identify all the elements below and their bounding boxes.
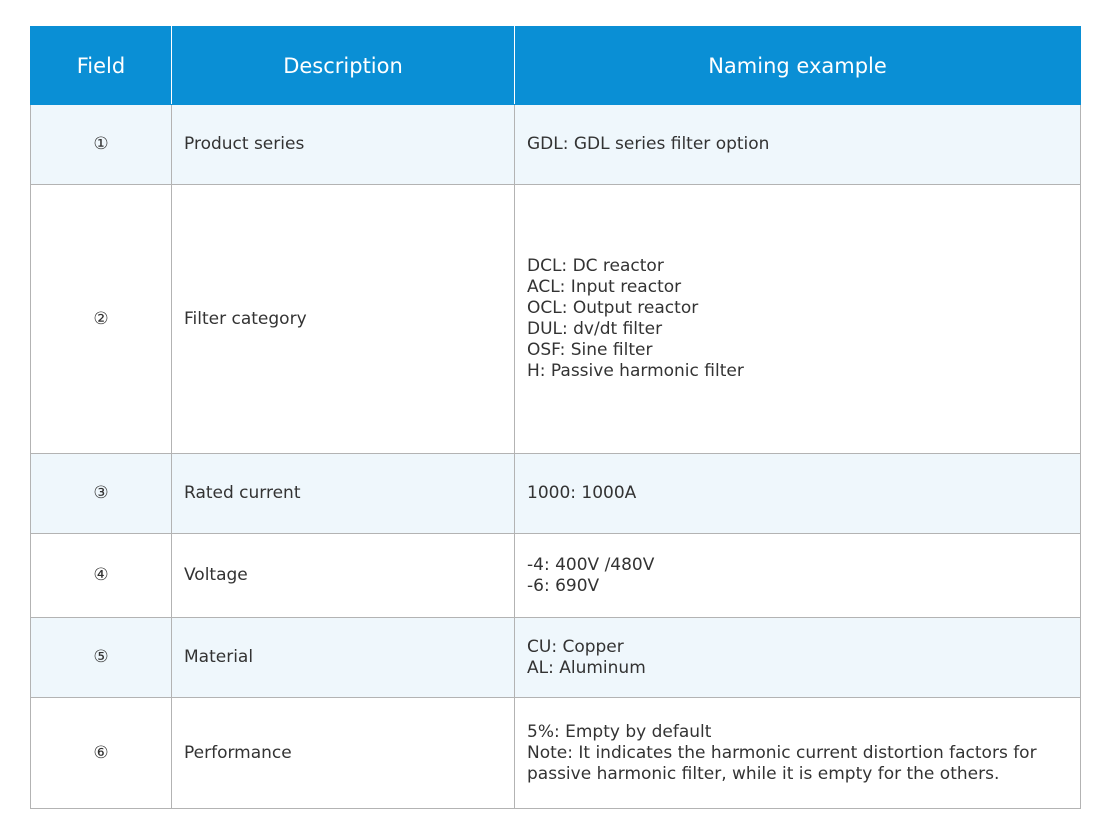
field-description: Performance [171, 697, 515, 809]
example-line: CU: Copper [527, 636, 624, 657]
example-line: H: Passive harmonic filter [527, 361, 744, 381]
naming-example: GDL: GDL series filter option [514, 104, 1081, 185]
table-header: Field Description Naming example [30, 26, 1081, 105]
example-line: ACL: Input reactor [527, 277, 682, 297]
table-row: ④ Voltage -4: 400V /480V -6: 690V [30, 533, 1081, 618]
example-line: 5%: Empty by default [527, 721, 712, 742]
table-row: ③ Rated current 1000: 1000A [30, 453, 1081, 534]
example-line: OCL: Output reactor [527, 298, 699, 318]
field-description: Rated current [171, 453, 515, 534]
example-line: OSF: Sine filter [527, 340, 653, 360]
header-description: Description [171, 26, 515, 105]
field-number: ⑥ [30, 697, 172, 809]
header-row: Field Description Naming example [30, 26, 1081, 105]
table-row: ⑥ Performance 5%: Empty by default Note:… [30, 697, 1081, 809]
field-number: ① [30, 104, 172, 185]
example-line: -4: 400V /480V [527, 554, 655, 575]
table-row: ② Filter category DCL: DC reactor ACL: I… [30, 184, 1081, 454]
field-description: Filter category [171, 184, 515, 454]
field-number: ③ [30, 453, 172, 534]
naming-rules-table: Field Description Naming example ① Produ… [30, 26, 1081, 809]
field-description: Material [171, 617, 515, 698]
field-number: ② [30, 184, 172, 454]
example-note: Note: It indicates the harmonic current … [527, 742, 1037, 784]
field-description: Product series [171, 104, 515, 185]
example-line: DUL: dv/dt filter [527, 319, 663, 339]
table-row: ① Product series GDL: GDL series filter … [30, 104, 1081, 185]
naming-example: 1000: 1000A [514, 453, 1081, 534]
example-line: -6: 690V [527, 575, 600, 596]
naming-example: DCL: DC reactor ACL: Input reactor OCL: … [514, 184, 1081, 454]
example-line: AL: Aluminum [527, 657, 646, 678]
header-naming-example: Naming example [514, 26, 1081, 105]
field-number: ⑤ [30, 617, 172, 698]
header-field: Field [30, 26, 172, 105]
example-line: GDL: GDL series filter option [527, 134, 770, 154]
field-number: ④ [30, 533, 172, 618]
naming-example: 5%: Empty by default Note: It indicates … [514, 697, 1081, 809]
field-description: Voltage [171, 533, 515, 618]
table-body: ① Product series GDL: GDL series filter … [30, 104, 1081, 809]
example-line: DCL: DC reactor [527, 256, 664, 276]
naming-example: CU: Copper AL: Aluminum [514, 617, 1081, 698]
table-row: ⑤ Material CU: Copper AL: Aluminum [30, 617, 1081, 698]
naming-example: -4: 400V /480V -6: 690V [514, 533, 1081, 618]
example-line: 1000: 1000A [527, 483, 637, 503]
